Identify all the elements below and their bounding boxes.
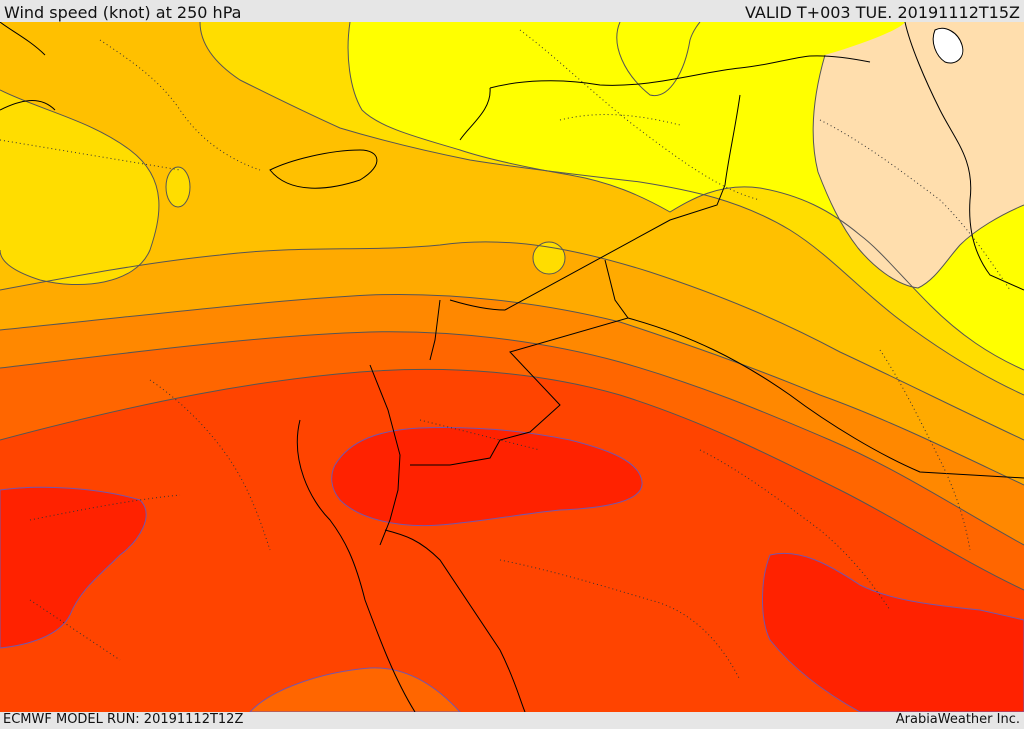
band-lightest: [813, 22, 1024, 288]
core-red-southeast: [762, 552, 1024, 712]
lobe-orange-south: [249, 667, 461, 712]
band-gold-west: [0, 90, 159, 285]
internal-boundaries: [0, 29, 1011, 681]
valid-time: VALID T+003 TUE. 20191112T15Z: [744, 3, 1020, 22]
credit-label: ArabiaWeather Inc.: [895, 712, 1020, 727]
contour-spot-2: [532, 241, 566, 275]
country-borders: [0, 22, 1024, 712]
map-footer: ECMWF MODEL RUN: 20191112T12Z ArabiaWeat…: [0, 712, 1024, 729]
map-header: Wind speed (knot) at 250 hPa VALID T+003…: [0, 0, 1024, 22]
contour-lines: [0, 22, 1024, 591]
core-red-east: [331, 427, 643, 527]
wind-speed-map: [0, 22, 1024, 712]
contour-spot-1: [165, 166, 191, 208]
map-title: Wind speed (knot) at 250 hPa: [4, 3, 242, 22]
core-red-west: [0, 486, 147, 649]
lake-urmia: [932, 27, 964, 64]
model-run-label: ECMWF MODEL RUN: 20191112T12Z: [3, 712, 244, 727]
